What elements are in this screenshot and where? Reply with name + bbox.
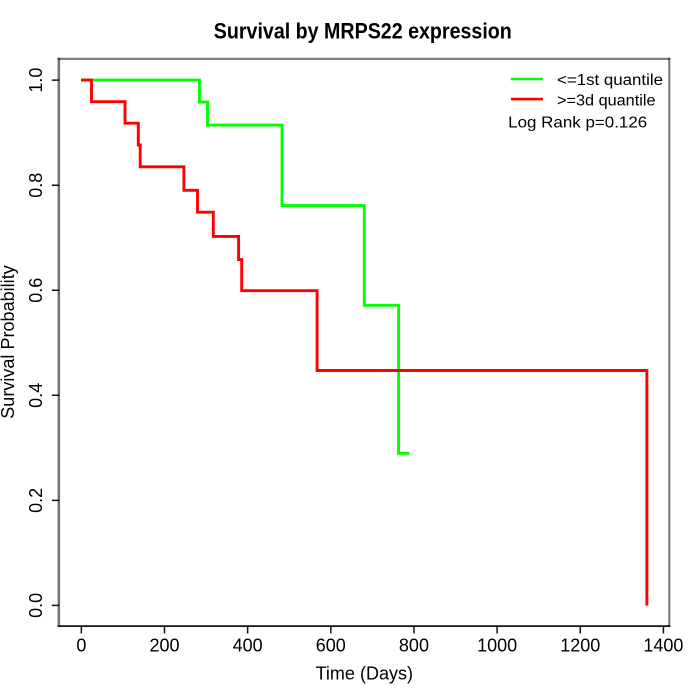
svg-text:0: 0 [76, 636, 86, 656]
svg-text:1000: 1000 [477, 636, 517, 656]
svg-text:200: 200 [149, 636, 179, 656]
svg-text:Time (Days): Time (Days) [316, 663, 413, 683]
svg-text:0.8: 0.8 [26, 173, 46, 198]
svg-text:0.6: 0.6 [26, 278, 46, 303]
svg-text:<=1st quantile: <=1st quantile [557, 72, 663, 89]
svg-text:Log Rank p=0.126: Log Rank p=0.126 [508, 115, 647, 132]
svg-text:>=3d quantile: >=3d quantile [557, 92, 656, 109]
svg-text:0.4: 0.4 [26, 383, 46, 408]
svg-text:Survival Probability: Survival Probability [0, 265, 18, 419]
svg-text:1.0: 1.0 [26, 68, 46, 93]
svg-text:400: 400 [233, 636, 263, 656]
svg-text:0.2: 0.2 [26, 488, 46, 513]
svg-text:600: 600 [316, 636, 346, 656]
svg-text:Survival by MRPS22 expression: Survival by MRPS22 expression [214, 19, 512, 44]
svg-text:800: 800 [399, 636, 429, 656]
svg-text:0.0: 0.0 [26, 593, 46, 618]
svg-text:1400: 1400 [643, 636, 683, 656]
svg-text:1200: 1200 [560, 636, 600, 656]
